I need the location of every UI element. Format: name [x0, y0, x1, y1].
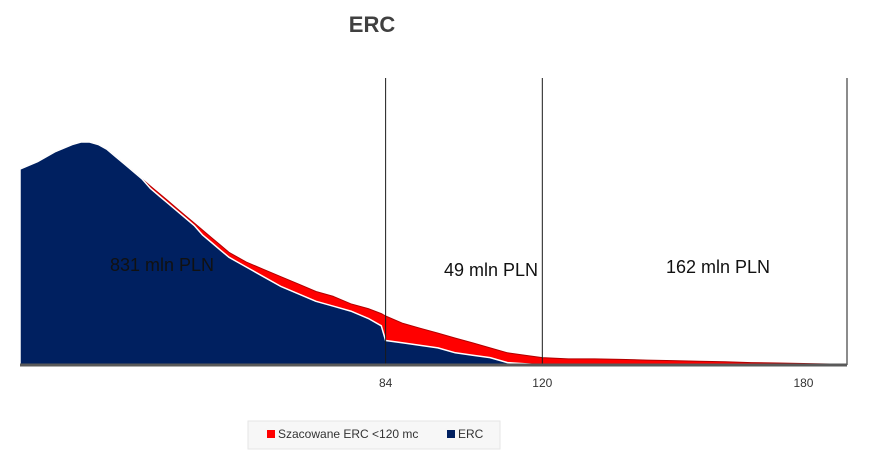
segment-label-49: 49 mln PLN [444, 260, 538, 280]
segment-label-162: 162 mln PLN [666, 257, 770, 277]
chart-title: ERC [349, 12, 396, 37]
segment-dividers [385, 78, 848, 365]
x-tick-label-180: 180 [793, 376, 813, 390]
x-axis-tick-labels: 84 120 180 [379, 376, 814, 390]
legend-label-szacowane: Szacowane ERC <120 mc [278, 427, 418, 441]
legend-swatch-erc [447, 430, 455, 438]
legend-label-erc: ERC [458, 427, 484, 441]
legend-box [247, 420, 501, 450]
segment-label-831: 831 mln PLN [110, 255, 214, 275]
x-tick-label-84: 84 [379, 376, 393, 390]
x-tick-label-120: 120 [532, 376, 552, 390]
area-series-group [19, 141, 848, 366]
legend: Szacowane ERC <120 mc ERC [247, 420, 501, 450]
legend-swatch-szacowane [267, 430, 275, 438]
